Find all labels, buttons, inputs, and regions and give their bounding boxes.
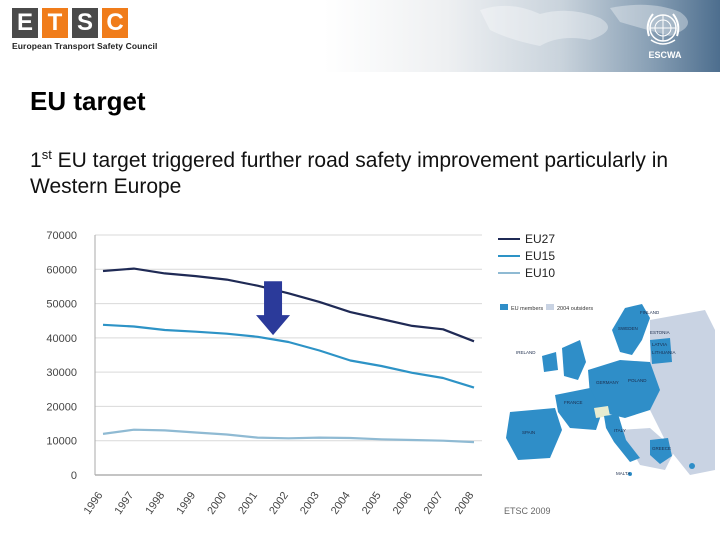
map-label-latvia: LATVIA (652, 342, 667, 347)
slide-title: EU target (30, 86, 146, 116)
y-tick-label: 20000 (46, 401, 77, 413)
map-label-sweden: SWEDEN (618, 326, 638, 331)
down-arrow-icon (256, 281, 291, 336)
y-tick-label: 50000 (46, 299, 77, 311)
map-label-finland: FINLAND (640, 310, 660, 315)
x-tick-label: 1996 (82, 490, 106, 517)
europe-eu-membership-map: EU members 2004 outsiders FINLAND SWEDEN… (500, 300, 715, 478)
subtitle-ordinal-suffix: st (41, 147, 52, 162)
legend-label-eu10: EU10 (525, 265, 556, 280)
y-tick-label: 70000 (46, 230, 77, 242)
x-tick-label: 2002 (267, 490, 291, 517)
x-tick-label: 2003 (298, 490, 322, 517)
map-central-europe (588, 360, 660, 418)
map-france (555, 388, 602, 430)
org-label: ESCWA (648, 50, 682, 60)
map-switzerland (594, 406, 610, 418)
fatalities-line-chart: 0 10000 20000 30000 40000 50000 60000 70000 1996… (46, 230, 482, 517)
map-iberia (506, 408, 562, 460)
map-label-poland: POLAND (628, 378, 647, 383)
map-legend-member-label: EU members (511, 306, 543, 312)
legend-label-eu15: EU15 (525, 248, 556, 263)
x-tick-label: 2005 (360, 490, 384, 517)
x-tick-label: 2004 (329, 490, 353, 517)
map-label-germany: GERMANY (596, 380, 619, 385)
logo-letter-s: S (72, 8, 98, 38)
y-tick-label: 40000 (46, 333, 77, 345)
legend-swatch-eu15 (498, 254, 520, 257)
map-greece (650, 438, 672, 464)
map-label-ireland: IRELAND (516, 350, 536, 355)
x-tick-label: 2000 (205, 490, 229, 517)
logo-letter-c: C (102, 8, 128, 38)
x-tick-label: 2008 (453, 490, 477, 517)
x-tick-label: 2006 (391, 490, 415, 517)
map-label-france: FRANCE (564, 400, 583, 405)
logo-subtitle: European Transport Safety Council (12, 41, 158, 51)
map-uk (562, 340, 586, 380)
slide-subtitle: 1st EU target triggered further road saf… (30, 142, 670, 200)
x-tick-label: 1999 (174, 490, 198, 517)
map-label-lithuania: LITHUANIA (652, 350, 676, 355)
legend-item-eu27: EU27 (498, 230, 555, 247)
x-tick-label: 2007 (422, 490, 446, 517)
map-baltic-states (650, 338, 672, 364)
logo-letter-e: E (12, 8, 38, 38)
map-label-spain: SPAIN (522, 430, 535, 435)
map-label-estonia: ESTONIA (650, 330, 670, 335)
map-malta (628, 472, 632, 476)
chart-legend: EU27 EU15 EU10 (498, 230, 555, 281)
map-scandinavia (612, 304, 650, 355)
map-legend-outsider-swatch (546, 304, 554, 310)
series-line-eu27 (102, 267, 475, 343)
y-tick-label: 60000 (46, 264, 77, 276)
x-tick-label: 1998 (143, 490, 167, 517)
x-tick-label: 2001 (236, 490, 260, 517)
x-tick-label: 1997 (113, 490, 137, 517)
map-italy (604, 414, 640, 462)
etsc-logo: E T S C European Transport Safety Counci… (12, 8, 157, 51)
legend-label-eu27: EU27 (525, 231, 556, 246)
map-label-italy: ITALY (614, 428, 626, 433)
series-line-eu15 (102, 323, 475, 389)
map-ireland (542, 352, 558, 372)
series-line-eu10 (102, 428, 475, 444)
legend-swatch-eu27 (498, 237, 520, 240)
map-label-malta: MALTA (616, 471, 630, 476)
y-tick-label: 0 (71, 470, 77, 482)
legend-item-eu10: EU10 (498, 264, 555, 281)
subtitle-text: EU target triggered further road safety … (30, 149, 669, 198)
map-legend-outsider-label: 2004 outsiders (557, 306, 593, 312)
map-label-greece: GREECE (652, 446, 671, 451)
legend-swatch-eu10 (498, 271, 520, 274)
map-legend-member-swatch (500, 304, 508, 310)
un-emblem-icon (646, 13, 680, 45)
subtitle-ordinal: 1 (30, 149, 42, 172)
y-tick-label: 30000 (46, 367, 77, 379)
logo-letter-t: T (42, 8, 68, 38)
map-credit: ETSC 2009 (504, 506, 551, 516)
map-cyprus (689, 463, 695, 469)
legend-item-eu15: EU15 (498, 247, 555, 264)
y-tick-label: 10000 (46, 436, 77, 448)
slide-header: E T S C European Transport Safety Counci… (0, 0, 720, 72)
